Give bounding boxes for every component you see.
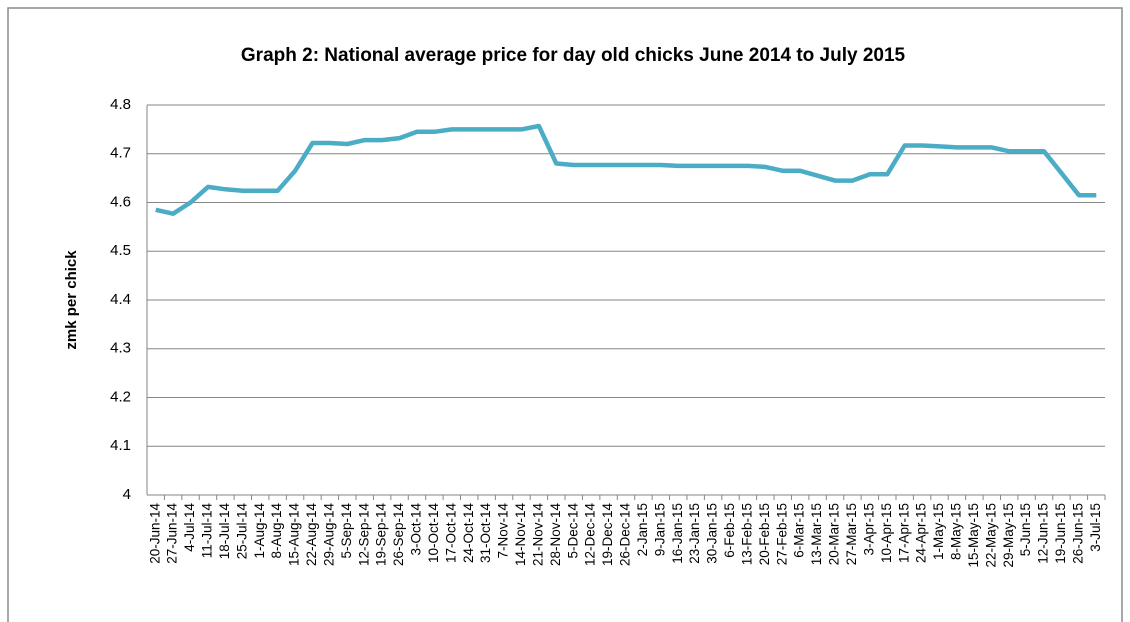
x-tick-label: 17-Apr-15 — [896, 503, 911, 563]
x-tick-label: 7-Nov-14 — [496, 503, 511, 559]
x-tick-label: 18-Jul-14 — [217, 503, 232, 560]
y-tick-label: 4.1 — [110, 437, 131, 454]
y-tick-label: 4.4 — [110, 291, 131, 308]
x-tick-label: 25-Jul-14 — [234, 503, 249, 560]
x-tick-label: 6-Feb-15 — [722, 503, 737, 558]
x-tick-label: 15-May-15 — [966, 503, 981, 568]
x-tick-label: 14-Nov-14 — [513, 503, 528, 567]
y-tick-label: 4.7 — [110, 145, 131, 162]
x-tick-label: 19-Dec-14 — [600, 503, 615, 567]
y-tick-label: 4.2 — [110, 388, 131, 405]
x-tick-label: 26-Jun-15 — [1070, 503, 1085, 564]
x-tick-label: 21-Nov-14 — [530, 503, 545, 567]
y-axis-label: zmk per chick — [63, 250, 80, 350]
x-tick-label: 2-Jan-15 — [635, 503, 650, 556]
x-tick-label: 13-Feb-15 — [739, 503, 754, 565]
y-tick-label: 4.6 — [110, 193, 131, 210]
y-tick-label: 4.5 — [110, 242, 131, 259]
x-tick-label: 31-Oct-14 — [478, 503, 493, 564]
x-tick-label: 5-Jun-15 — [1018, 503, 1033, 556]
x-tick-label: 23-Jan-15 — [687, 503, 702, 564]
x-tick-label: 17-Oct-14 — [443, 503, 458, 564]
x-tick-label: 19-Jun-15 — [1053, 503, 1068, 564]
chart-title: Graph 2: National average price for day … — [241, 45, 906, 66]
x-tick-label: 28-Nov-14 — [548, 503, 563, 567]
x-tick-label: 5-Sep-14 — [339, 503, 354, 559]
x-tick-label: 12-Jun-15 — [1036, 503, 1051, 564]
x-tick-label: 27-Jun-14 — [165, 503, 180, 564]
y-tick-label: 4.8 — [110, 96, 131, 113]
x-tick-label: 27-Feb-15 — [774, 503, 789, 565]
x-tick-label: 10-Oct-14 — [426, 503, 441, 564]
x-tick-label: 8-Aug-14 — [269, 503, 284, 559]
x-tick-label: 12-Sep-14 — [356, 503, 371, 567]
x-tick-label: 1-Aug-14 — [252, 503, 267, 559]
x-tick-label: 12-Dec-14 — [583, 503, 598, 567]
x-tick-label: 1-May-15 — [931, 503, 946, 560]
x-tick-label: 13-Mar-15 — [809, 503, 824, 565]
x-tick-label: 22-Aug-14 — [304, 503, 319, 567]
x-tick-label: 29-May-15 — [1001, 503, 1016, 568]
x-tick-label: 4-Jul-14 — [182, 503, 197, 552]
x-tick-label: 27-Mar-15 — [844, 503, 859, 565]
x-tick-label: 20-Jun-14 — [147, 503, 162, 564]
x-tick-label: 15-Aug-14 — [287, 503, 302, 567]
x-tick-label: 5-Dec-14 — [565, 503, 580, 559]
y-tick-label: 4.3 — [110, 340, 131, 357]
x-tick-label: 16-Jan-15 — [670, 503, 685, 564]
x-tick-label: 26-Dec-14 — [618, 503, 633, 567]
x-tick-label: 3-Jul-15 — [1088, 503, 1103, 552]
x-tick-label: 20-Mar-15 — [827, 503, 842, 565]
data-line — [155, 123, 1097, 216]
x-tick-label: 10-Apr-15 — [879, 503, 894, 563]
frame — [7, 7, 1123, 622]
x-tick-label: 22-May-15 — [983, 503, 998, 568]
x-tick-label: 3-Apr-15 — [861, 503, 876, 556]
x-tick-label: 20-Feb-15 — [757, 503, 772, 565]
y-tick-label: 4 — [123, 486, 131, 503]
x-tick-label: 24-Apr-15 — [914, 503, 929, 563]
x-tick-label: 3-Oct-14 — [409, 503, 424, 556]
x-tick-label: 11-Jul-14 — [200, 503, 215, 559]
x-tick-label: 30-Jan-15 — [705, 503, 720, 564]
x-tick-label: 6-Mar-15 — [792, 503, 807, 558]
x-tick-label: 26-Sep-14 — [391, 503, 406, 567]
x-tick-label: 19-Sep-14 — [374, 503, 389, 567]
x-tick-label: 8-May-15 — [949, 503, 964, 560]
x-tick-label: 29-Aug-14 — [321, 503, 336, 567]
x-tick-label: 24-Oct-14 — [461, 503, 476, 564]
x-tick-label: 9-Jan-15 — [652, 503, 667, 556]
